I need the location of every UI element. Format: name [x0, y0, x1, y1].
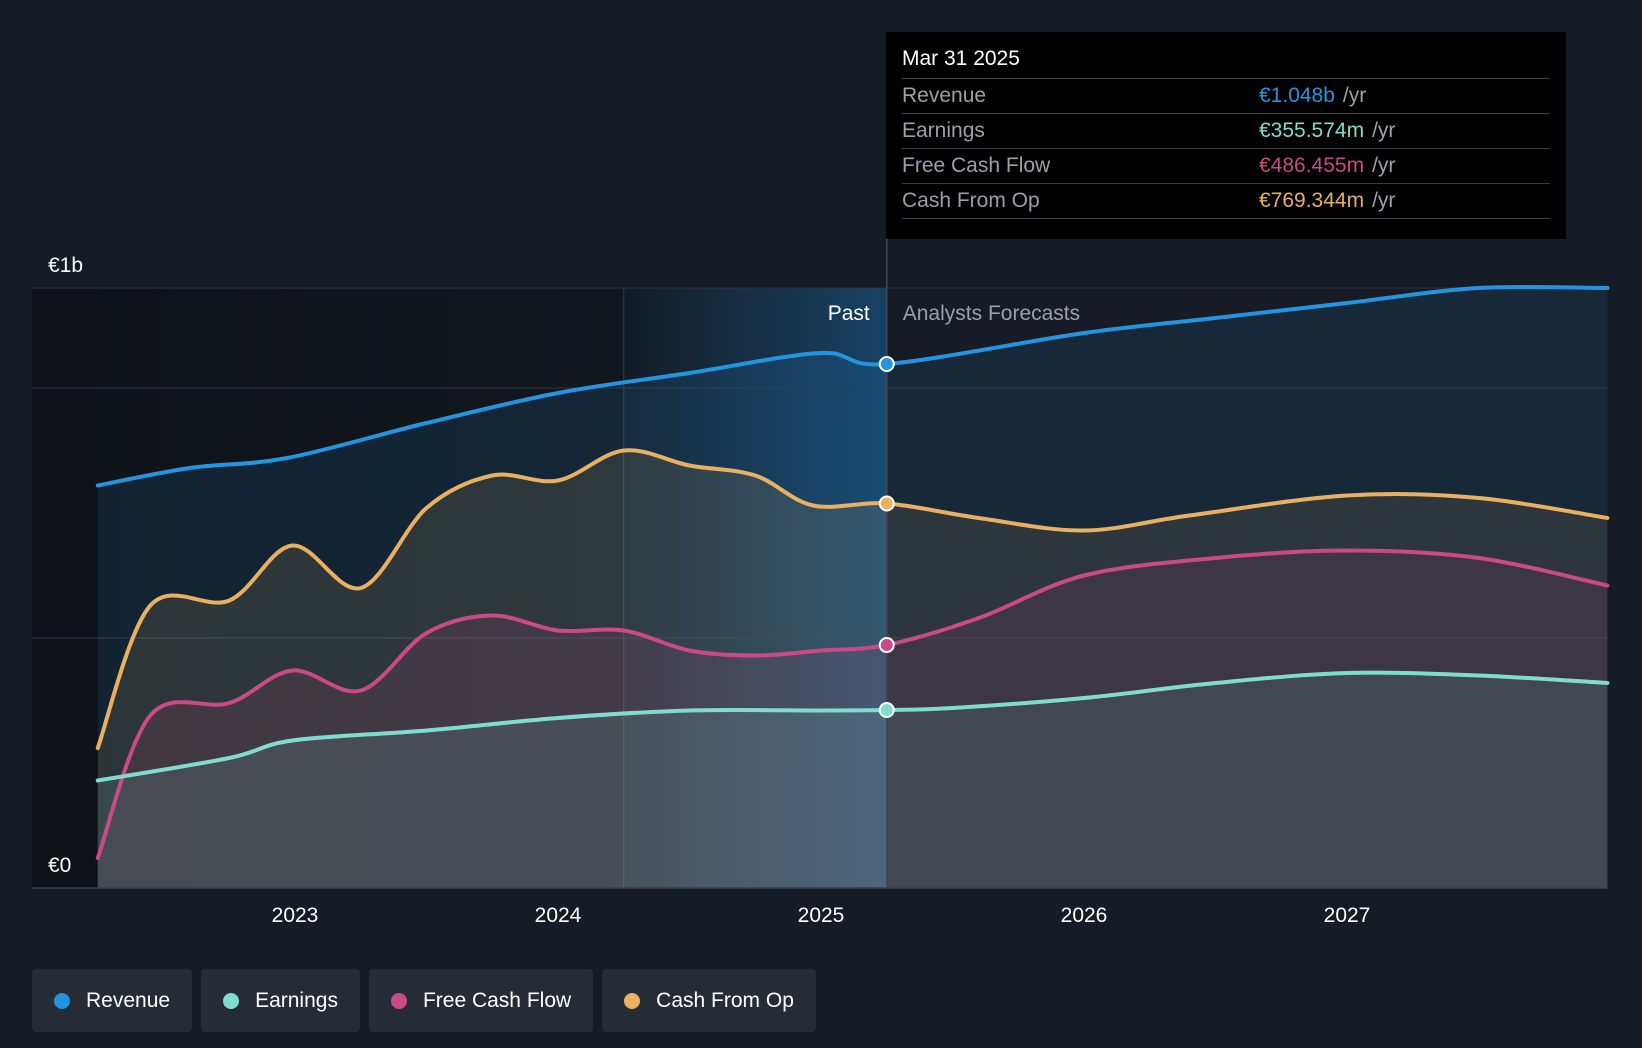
forecast-label: Analysts Forecasts [903, 302, 1080, 325]
tooltip-value: €355.574m [1259, 119, 1365, 142]
free-cash-flow-marker [878, 637, 895, 653]
tooltip-row-earnings: Earnings €355.574m /yr [902, 114, 1550, 149]
tooltip-label: Cash From Op [902, 189, 1040, 212]
revenue-marker [878, 356, 895, 372]
legend-item-free-cash-flow[interactable]: Free Cash Flow [368, 969, 594, 1032]
past-label: Past [828, 302, 870, 325]
legend-label: Earnings [255, 988, 338, 1012]
x-tick-label: 2026 [1061, 904, 1108, 927]
y-tick-label: €0 [48, 854, 71, 877]
tooltip-value: €1.048b [1259, 84, 1335, 107]
tooltip-unit: /yr [1372, 189, 1396, 212]
x-tick-label: 2027 [1324, 904, 1371, 927]
tooltip-unit: /yr [1342, 84, 1367, 107]
legend-dot-icon [390, 992, 407, 1009]
legend-label: Cash From Op [656, 988, 794, 1012]
tooltip-label: Free Cash Flow [902, 154, 1051, 177]
legend-dot-icon [54, 992, 70, 1009]
legend: Revenue Earnings Free Cash Flow Cash Fro… [32, 969, 816, 1032]
x-tick-label: 2023 [272, 904, 319, 927]
cash-from-op-area [97, 450, 1608, 888]
legend-dot-icon [624, 992, 641, 1009]
legend-label: Free Cash Flow [422, 988, 572, 1012]
revenue-area [97, 286, 1608, 888]
tooltip-row-cash-from-op: Cash From Op €769.344m /yr [902, 184, 1550, 219]
tooltip-value: €769.344m [1259, 189, 1365, 212]
legend-item-cash-from-op[interactable]: Cash From Op [602, 969, 816, 1032]
cash-from-op-marker [878, 495, 895, 512]
earnings-marker [878, 702, 895, 718]
earnings-line [95, 670, 1610, 783]
x-tick-label: 2024 [535, 904, 582, 927]
revenue-line [95, 284, 1610, 488]
x-tick-label: 2025 [798, 904, 845, 927]
forecast-shade [886, 288, 1608, 888]
legend-dot-icon [223, 992, 240, 1009]
tooltip-label: Revenue [902, 84, 987, 107]
tooltip-row-revenue: Revenue €1.048b /yr [902, 79, 1550, 114]
free-cash-flow-line [95, 548, 1610, 860]
tooltip-label: Earnings [902, 119, 985, 142]
tooltip-value: €486.455m [1259, 154, 1365, 177]
legend-item-earnings[interactable]: Earnings [201, 969, 360, 1032]
tooltip-date: Mar 31 2025 [902, 44, 1550, 79]
cash-from-op-line [95, 448, 1610, 750]
tooltip-unit: /yr [1372, 154, 1396, 177]
legend-item-revenue[interactable]: Revenue [32, 969, 193, 1032]
legend-label: Revenue [86, 988, 171, 1012]
free-cash-flow-area [97, 550, 1608, 888]
tooltip-unit: /yr [1372, 119, 1396, 142]
tooltip: Mar 31 2025 Revenue €1.048b /yr Earnings… [886, 32, 1566, 239]
y-tick-label: €1b [48, 254, 83, 277]
tooltip-row-free-cash-flow: Free Cash Flow €486.455m /yr [902, 149, 1550, 184]
